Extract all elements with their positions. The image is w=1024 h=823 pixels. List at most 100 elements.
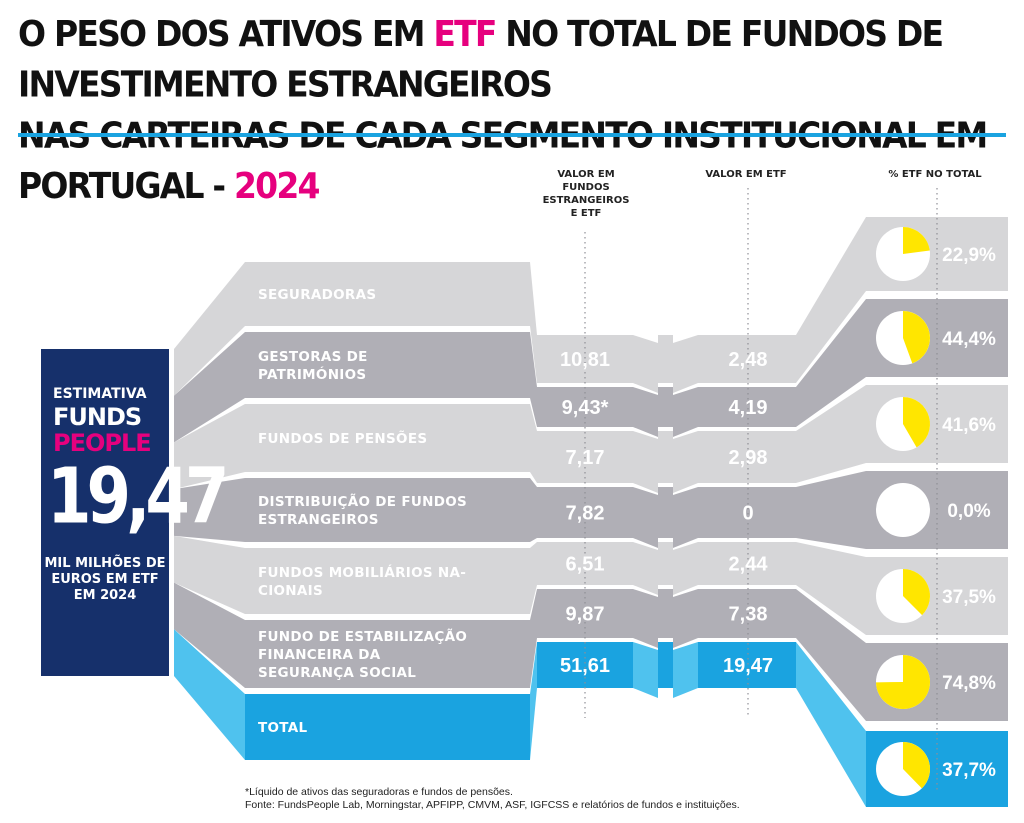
etf-cell-0 [698, 335, 796, 383]
segment-label-0-0: SEGURADORAS [258, 287, 376, 303]
bridge-left-1 [633, 387, 658, 437]
segment-label-4-1: CIONAIS [258, 583, 323, 599]
bridge-right-5 [673, 589, 698, 648]
title-line1-highlight: ETF [433, 12, 497, 55]
pie-slice-5 [876, 655, 930, 709]
fan-right-2 [796, 385, 866, 483]
badge-unit-label: MIL MILHÕES DE EUROS EM ETF EM 2024 [44, 556, 166, 603]
segment-label-5-0: FUNDO DE ESTABILIZAÇÃO [258, 628, 467, 645]
segment-label-1-0: GESTORAS DE [258, 349, 368, 365]
connector-badge-4 [174, 535, 245, 614]
bridge-cell-3 [658, 487, 673, 538]
connector-badge-1 [174, 332, 245, 443]
pie-slice-2 [903, 397, 931, 448]
bridge-left-6 [633, 642, 658, 698]
segment-label-4-0: FUNDOS MOBILIÁRIOS NA- [258, 564, 466, 581]
etf-value-5: 7,38 [729, 604, 768, 626]
segment-band-2 [245, 404, 530, 472]
segment-label-5-1: FINANCEIRA DA [258, 647, 381, 663]
connector-badge-0 [174, 262, 245, 396]
footnote-source: Fonte: FundsPeople Lab, Morningstar, APF… [245, 799, 740, 811]
funds-value-6: 51,61 [560, 655, 610, 677]
footnote-asterisk: *Líquido de ativos das seguradoras e fun… [245, 786, 513, 798]
segment-label-1-1: PATRIMÓNIOS [258, 365, 366, 383]
segment-band-0 [245, 262, 530, 326]
segment-band-6 [245, 694, 530, 760]
badge-estimate-label: ESTIMATIVA [53, 386, 147, 402]
bridge-right-2 [673, 431, 698, 493]
segment-band-1 [245, 332, 530, 398]
percent-value-5: 74,8% [942, 673, 996, 694]
fan-right-0 [796, 217, 866, 383]
title-line1-b: NO TOTAL DE FUNDOS DE INVESTIMENTO ESTRA… [18, 12, 944, 106]
funds-value-3: 7,82 [566, 503, 605, 525]
etf-value-2: 2,98 [729, 447, 768, 469]
etf-cell-5 [698, 589, 796, 638]
etf-cell-3 [698, 487, 796, 538]
header-etf-percent: % ETF NO TOTAL [888, 169, 982, 180]
badge-total-value: 19,47 [47, 453, 229, 542]
funds-value-4: 6,51 [566, 554, 605, 576]
funds-value-2: 7,17 [566, 447, 605, 469]
segment-label-3-1: ESTRANGEIROS [258, 512, 379, 528]
percent-value-0: 22,9% [942, 245, 996, 266]
etf-value-4: 2,44 [729, 554, 769, 576]
segment-label-3-0: DISTRIBUIÇÃO DE FUNDOS [258, 493, 467, 510]
funnel-left-1 [530, 332, 537, 427]
segment-band-4 [245, 548, 530, 614]
etf-cell-4 [698, 542, 796, 585]
fan-right-4 [796, 542, 866, 635]
bridge-left-0 [633, 335, 658, 393]
bridge-right-1 [673, 387, 698, 437]
percent-value-6: 37,7% [942, 760, 996, 781]
funds-value-5: 9,87 [566, 604, 605, 626]
bridge-left-2 [633, 431, 658, 493]
header-funds-value: VALOR EM FUNDOS ESTRANGEIROS E ETF [542, 169, 630, 219]
segment-band-3 [245, 478, 530, 542]
bridge-left-4 [633, 542, 658, 595]
funnel-left-3 [530, 478, 537, 542]
fan-right-3 [796, 471, 866, 549]
funnel-left-0 [530, 262, 537, 383]
funnel-left-2 [530, 404, 537, 483]
bridge-left-5 [633, 589, 658, 648]
pie-slice-1 [903, 311, 930, 364]
funds-value-0: 10,81 [560, 349, 610, 371]
segment-band-5 [245, 620, 530, 688]
header-etf-value: VALOR EM ETF [705, 169, 787, 180]
bridge-right-0 [673, 335, 698, 393]
title-line2-highlight: 2024 [234, 164, 320, 207]
bridge-cell-1 [658, 387, 673, 427]
etf-value-1: 4,19 [729, 397, 768, 419]
etf-value-0: 2,48 [729, 349, 768, 371]
badge-brand-people: PEOPLE [53, 429, 152, 457]
connector-badge-3 [174, 478, 245, 542]
bridge-cell-5 [658, 589, 673, 638]
percent-value-4: 37,5% [942, 587, 996, 608]
funnel-left-5 [530, 589, 537, 688]
etf-value-6: 19,47 [723, 655, 773, 677]
badge-brand-funds: FUNDS [53, 403, 142, 431]
segment-label-5-2: SEGURANÇA SOCIAL [258, 665, 416, 681]
bridge-left-3 [633, 487, 658, 548]
etf-value-3: 0 [742, 503, 753, 525]
percent-value-3: 0,0% [947, 501, 990, 522]
funnel-left-4 [530, 542, 537, 614]
connector-badge-6 [174, 629, 245, 760]
fan-right-6 [796, 642, 866, 807]
bridge-right-3 [673, 487, 698, 548]
title-line1-a: O PESO DOS ATIVOS EM [18, 12, 434, 55]
funds-cell-6 [537, 642, 633, 688]
pie-slice-6 [903, 742, 930, 789]
segment-label-2-0: FUNDOS DE PENSÕES [258, 429, 427, 447]
pie-slice-4 [903, 569, 930, 616]
bridge-cell-0 [658, 335, 673, 383]
bridge-right-4 [673, 542, 698, 595]
fan-right-1 [796, 299, 866, 427]
funds-value-1: 9,43* [562, 397, 609, 419]
segment-label-6-0: TOTAL [258, 720, 307, 736]
percent-value-1: 44,4% [942, 329, 996, 350]
etf-cell-2 [698, 431, 796, 483]
etf-cell-6 [698, 642, 796, 688]
